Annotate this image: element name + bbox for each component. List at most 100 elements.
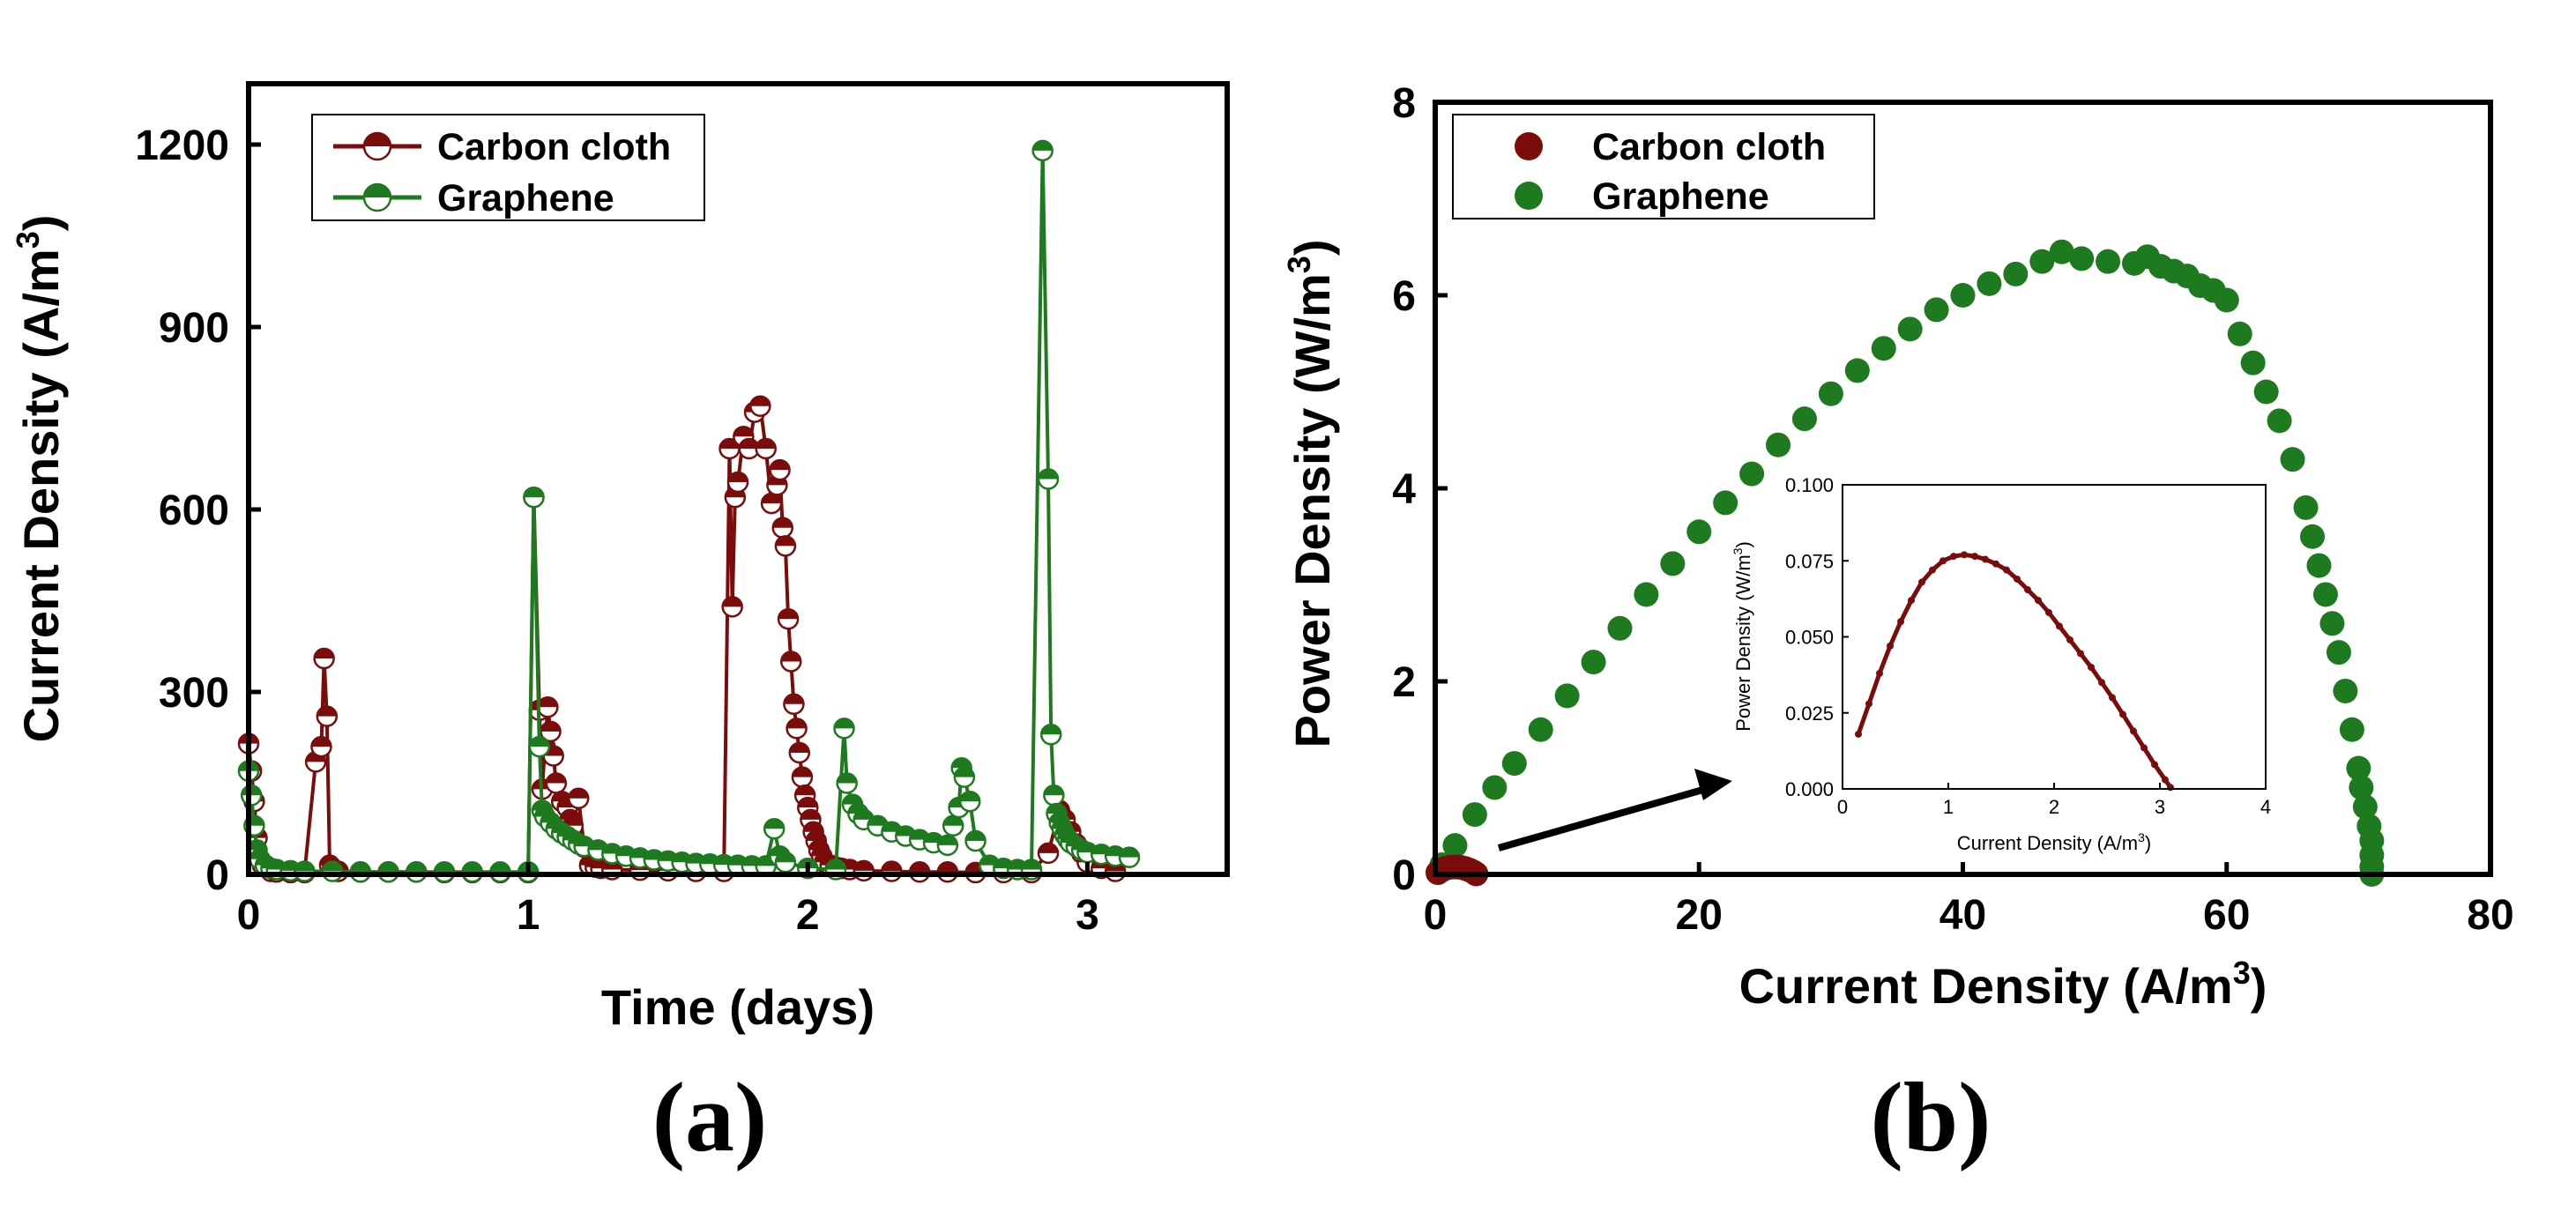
panel-a-frame (246, 81, 1230, 877)
panel-a-point-1 (774, 851, 797, 874)
panel-a-point-0 (540, 720, 562, 743)
panel-a-point-1 (1037, 468, 1060, 490)
panel-a-point-1 (958, 790, 981, 813)
panel-a-point-1 (833, 718, 855, 740)
panel-b-point-1 (2326, 640, 2351, 665)
inset-ytick-label: 0.050 (1785, 627, 1834, 649)
panel-b-point-1 (2352, 794, 2378, 820)
panel-b-point-1 (1818, 381, 1843, 406)
panel-a-series-line-0 (247, 402, 1116, 874)
panel-a-chart: 0 1 2 3 0 300 600 900 1200 Time (days) Current D… (10, 81, 1230, 1172)
panel-b-point-1 (1581, 650, 1606, 675)
inset-xtick-label: 0 (1837, 796, 1848, 818)
panel-a-point-1 (1031, 139, 1053, 162)
panel-a-point-0 (852, 859, 875, 882)
inset-point-0 (1887, 642, 1894, 650)
panel-a-point-0 (721, 596, 743, 618)
panel-a-ytick-label: 1200 (135, 123, 229, 169)
panel-b-point-1 (2069, 246, 2095, 271)
panel-a-point-0 (783, 693, 805, 716)
panel-a-ytick-label: 300 (159, 670, 229, 717)
panel-b-xlabel: Current Density (A/m3) (1739, 955, 2267, 1014)
inset-point-0 (2109, 694, 2116, 702)
panel-a-point-0 (777, 607, 800, 630)
panel-b-ylabel-sup: 3 (1281, 256, 1317, 273)
panel-b-ytick-label: 6 (1392, 273, 1416, 320)
panel-a-point-0 (785, 718, 808, 740)
panel-b-point-1 (1924, 297, 1949, 323)
panel-b-point-1 (1634, 582, 1659, 607)
panel-b-point-1 (2339, 717, 2364, 742)
inset-ylabel-main: Power Density (W/m (1732, 554, 1754, 731)
inset-point-0 (1897, 618, 1904, 626)
inset-point-0 (2098, 679, 2105, 687)
panel-b-point-1 (1739, 461, 1765, 487)
panel-b-xlabel-sup: 3 (2233, 955, 2251, 991)
panel-a-point-0 (1037, 842, 1060, 865)
inset-point-0 (1961, 551, 1968, 559)
inset-point-0 (1908, 597, 1915, 605)
panel-a-legend-marker-0 (362, 131, 392, 161)
panel-a-point-1 (942, 814, 964, 837)
panel-a-marks (237, 139, 1141, 884)
panel-a-ylabel: Current Density (A/m3) (10, 215, 69, 743)
panel-a-point-0 (567, 787, 590, 809)
panel-a-point-0 (771, 517, 793, 539)
panel-b-point-1 (2214, 287, 2239, 313)
panel-b-point-1 (2306, 553, 2332, 578)
panel-a-point-1 (836, 772, 858, 794)
panel-a-point-1 (294, 860, 316, 882)
panel-b-point-1 (1897, 316, 1923, 342)
panel-b-legend-carbon-marker (1515, 132, 1543, 160)
panel-a-ylabel-end: ) (13, 215, 69, 232)
inset-xlabel-main: Current Density (A/m (1957, 832, 2138, 854)
panel-b-point-1 (1844, 358, 1870, 383)
panel-a-point-1 (321, 860, 344, 882)
panel-b-point-1 (2312, 582, 2338, 607)
inset-point-0 (1876, 669, 1883, 677)
inset-point-0 (2151, 761, 2158, 769)
panel-b-ytick-label: 8 (1392, 80, 1416, 127)
inset-ytick-label: 0.000 (1785, 778, 1834, 800)
panel-b-point-1 (2346, 755, 2371, 781)
panel-b-point-1 (1462, 802, 1487, 828)
inset-ticks: 0 1 2 3 4 0.000 0.025 0.050 0.075 0.100 (1785, 474, 2271, 818)
inset-point-0 (2162, 776, 2169, 784)
panel-a-point-1 (936, 834, 959, 857)
inset-point-0 (1855, 730, 1862, 738)
inset-ytick-label: 0.075 (1785, 550, 1834, 572)
panel-a-ytick-label: 600 (159, 487, 229, 534)
panel-b-point-1 (1871, 336, 1896, 361)
panel-b-label: (b) (1871, 1063, 1992, 1172)
panel-a-point-1 (528, 735, 551, 758)
inset-marks (1855, 551, 2174, 792)
panel-a-point-0 (760, 492, 783, 515)
panel-a-point-0 (316, 705, 339, 727)
inset-point-0 (2167, 784, 2174, 792)
panel-b-point-1 (1686, 519, 1712, 545)
panel-b-ylabel-end: ) (1284, 239, 1340, 256)
panel-a-point-0 (537, 696, 559, 718)
inset-point-0 (2045, 608, 2052, 616)
panel-a-point-0 (726, 471, 749, 494)
panel-a-label: (a) (652, 1063, 768, 1172)
panel-a-point-0 (313, 647, 335, 670)
inset-ylabel: Power Density (W/m3) (1731, 541, 1754, 732)
panel-a-point-1 (240, 784, 263, 807)
panel-a-legend: Carbon cloth Graphene (311, 114, 705, 221)
panel-a-legend-carbon: Carbon cloth (437, 126, 671, 168)
panel-b-xlabel-main: Current Density (A/m (1739, 958, 2233, 1014)
panel-b-point-1 (2349, 775, 2374, 800)
inset-ylabel-end: ) (1732, 541, 1754, 547)
panel-a-point-1 (523, 486, 545, 509)
panel-a-xtick-label: 3 (1076, 892, 1099, 939)
panel-b-point-1 (2280, 447, 2305, 472)
panel-a-point-1 (1043, 784, 1065, 807)
panel-b-point-1 (1950, 283, 1976, 308)
panel-b-legend-carbon: Carbon cloth (1592, 126, 1826, 168)
panel-b-legend-graphene: Graphene (1592, 175, 1769, 218)
inset-xtick-label: 1 (1943, 796, 1954, 818)
panel-a-point-1 (1118, 846, 1141, 868)
panel-a-point-0 (780, 651, 802, 673)
